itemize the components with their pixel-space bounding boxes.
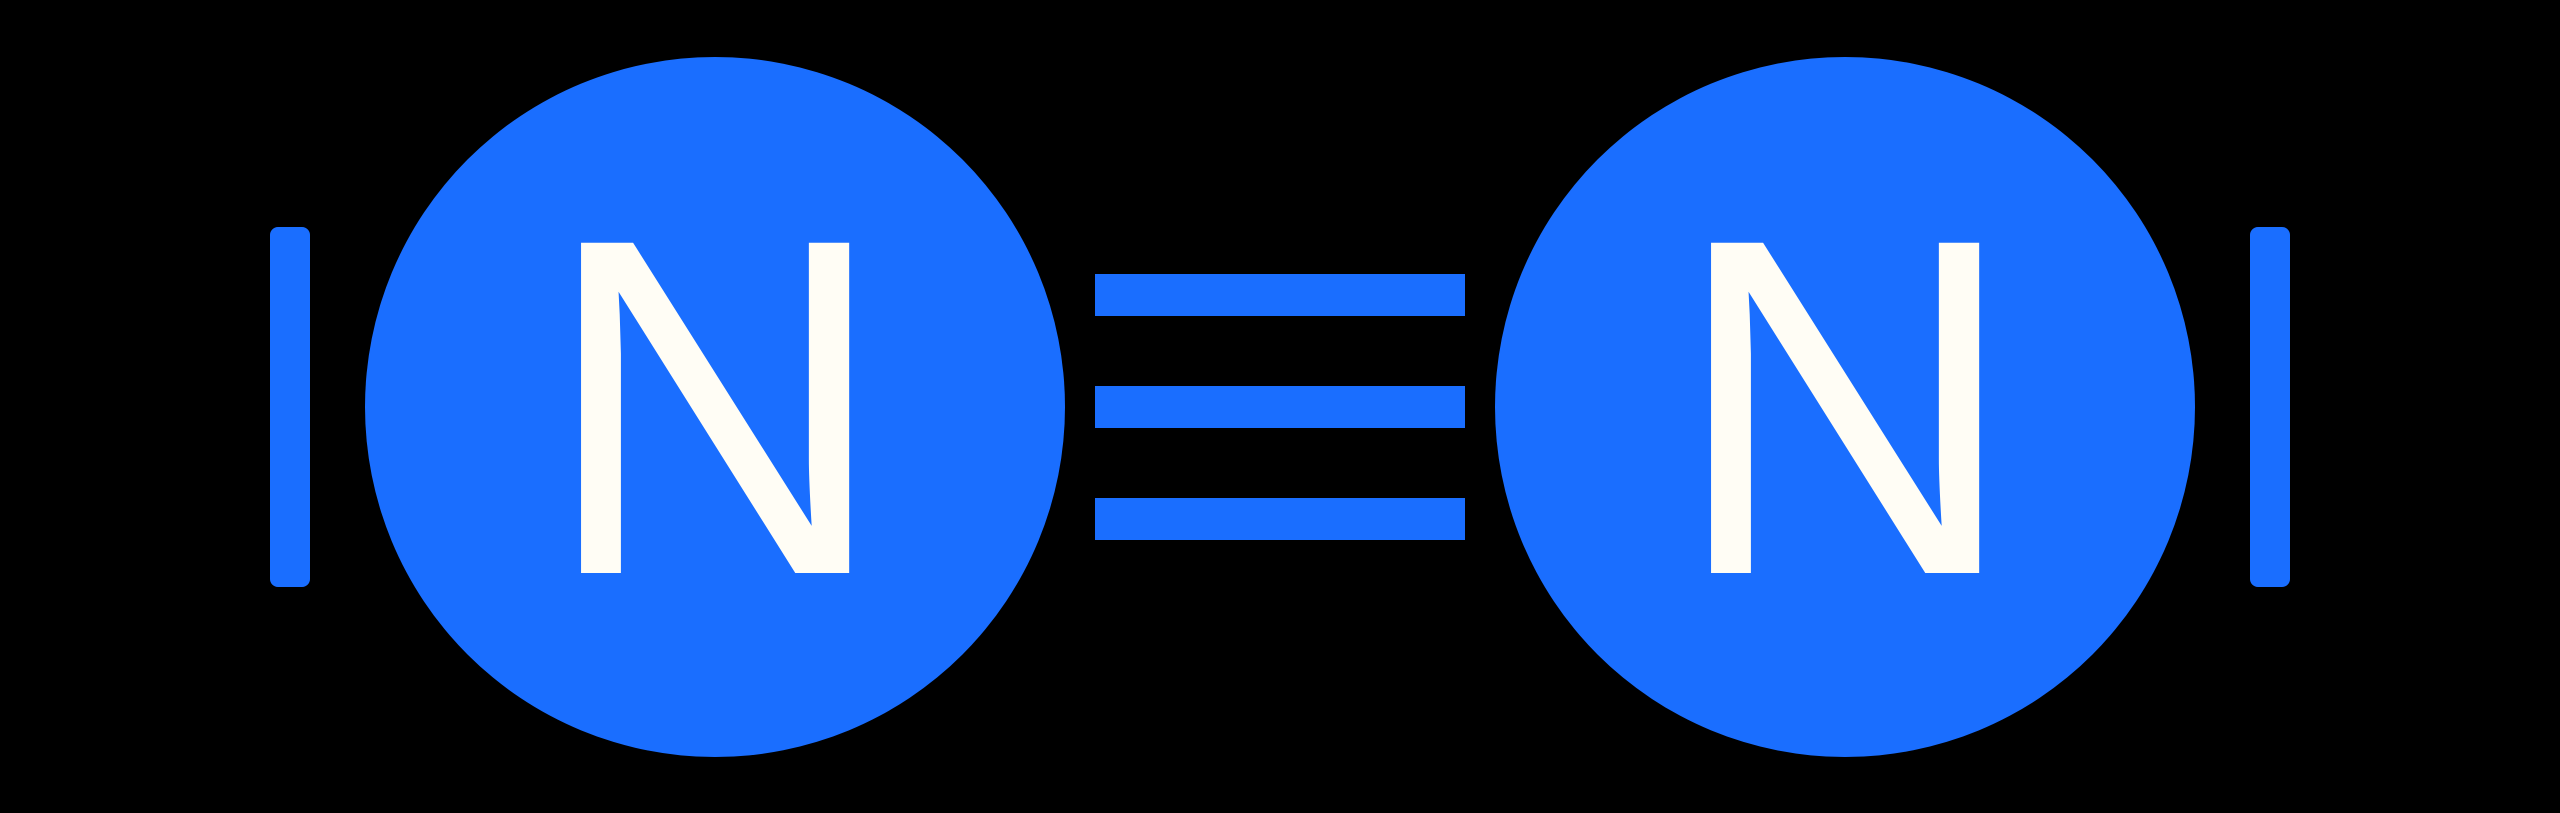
nitrogen-molecule-diagram: N N (270, 57, 2290, 757)
atom-label-right: N (1672, 167, 2019, 647)
bond-line-1 (1095, 274, 1465, 316)
atom-nitrogen-right: N (1495, 57, 2195, 757)
triple-bond (1095, 274, 1465, 540)
bond-line-2 (1095, 386, 1465, 428)
atom-label-left: N (542, 167, 889, 647)
bond-line-3 (1095, 498, 1465, 540)
atom-nitrogen-left: N (365, 57, 1065, 757)
lone-pair-left (270, 227, 310, 587)
lone-pair-right (2250, 227, 2290, 587)
